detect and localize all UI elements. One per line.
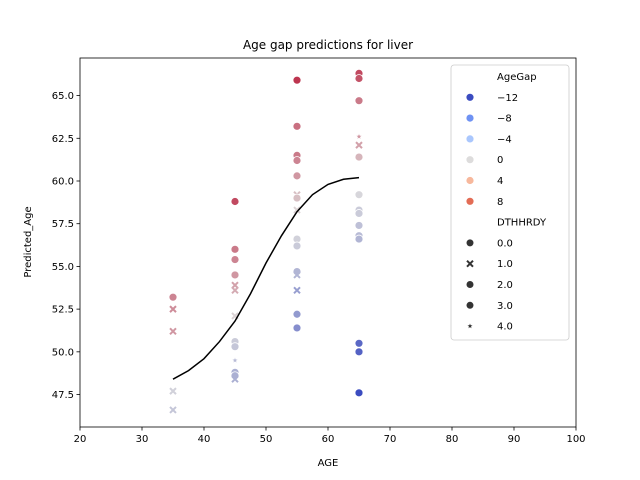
legend-hue-marker <box>465 113 475 123</box>
scatter-point <box>230 197 240 206</box>
scatter-point <box>169 305 177 313</box>
x-tick-label: 30 <box>136 434 149 445</box>
legend-style-marker <box>466 322 474 329</box>
legend-style-label: 3.0 <box>497 301 513 312</box>
scatter-point <box>292 193 302 203</box>
scatter-point <box>230 244 240 254</box>
legend-style-marker <box>466 281 474 288</box>
scatter-point <box>293 206 301 214</box>
legend-hue-label: 8 <box>497 197 503 208</box>
x-tick-label: 60 <box>322 434 335 445</box>
scatter-point <box>354 74 364 83</box>
x-tick-label: 90 <box>508 434 521 445</box>
legend-hue-marker <box>465 92 475 102</box>
scatter-point <box>355 133 363 140</box>
scatter-point <box>230 255 240 264</box>
scatter-point <box>354 152 364 162</box>
scatter-point <box>292 323 302 333</box>
legend-hue-marker <box>465 196 475 206</box>
legend-hue-label: −4 <box>497 134 512 145</box>
scatter-point <box>354 96 364 106</box>
legend-style-label: 0.0 <box>497 238 513 249</box>
x-tick-label: 70 <box>384 434 397 445</box>
scatter-point <box>230 270 240 280</box>
scatter-point <box>292 121 302 131</box>
scatter-point <box>169 387 177 395</box>
chart-title: Age gap predictions for liver <box>243 38 413 52</box>
scatter-point <box>354 234 364 244</box>
x-tick-label: 40 <box>198 434 211 445</box>
y-tick-label: 47.5 <box>52 390 74 401</box>
y-tick-label: 57.5 <box>52 219 74 230</box>
scatter-point <box>354 190 364 200</box>
scatter-point <box>292 309 302 319</box>
scatter-point <box>354 388 364 398</box>
y-tick-label: 62.5 <box>52 134 74 145</box>
scatter-point <box>292 156 302 165</box>
scatter-point <box>231 375 239 383</box>
legend-hue-label: 4 <box>497 176 503 187</box>
legend-hue-label: 0 <box>497 155 503 166</box>
scatter-point <box>293 271 301 279</box>
x-axis-label: AGE <box>318 458 339 469</box>
legend-hue-label: −12 <box>497 93 518 104</box>
x-tick-label: 80 <box>446 434 459 445</box>
trend-line <box>172 176 360 380</box>
data-marks <box>168 68 364 414</box>
y-tick-label: 52.5 <box>52 305 74 316</box>
scatter-point <box>354 338 364 348</box>
legend-hue-marker <box>465 176 475 185</box>
scatter-point <box>292 171 302 181</box>
legend-hue-marker <box>465 134 475 144</box>
y-axis-label: Predicted_Age <box>23 206 34 277</box>
y-tick-label: 55.0 <box>52 262 74 273</box>
x-tick-label: 20 <box>74 434 87 445</box>
scatter-point <box>355 141 363 149</box>
y-tick-label: 65.0 <box>52 91 74 102</box>
legend-hue-marker <box>465 155 475 165</box>
scatter-point <box>231 286 239 295</box>
legend-frame <box>450 64 570 341</box>
scatter-point <box>354 221 364 230</box>
x-tick-label: 100 <box>566 434 585 445</box>
legend-style-marker <box>466 239 474 247</box>
scatter-point <box>292 75 302 85</box>
legend-style-title: DTHHRDY <box>497 218 547 229</box>
scatter-point <box>168 292 178 302</box>
scatter-point <box>231 356 239 364</box>
legend-style-label: 2.0 <box>497 280 513 291</box>
legend-hue-label: −8 <box>497 114 512 125</box>
legend: AgeGap −12 −8 −4 0 4 8 DTHHRDY 0.0 1.0 2.0 3.0 4.0 <box>450 64 570 341</box>
legend-style-label: 1.0 <box>497 259 513 270</box>
scatter-point <box>354 209 364 218</box>
legend-style-marker <box>466 259 474 268</box>
legend-hue-title: AgeGap <box>497 72 537 83</box>
scatter-point <box>354 347 364 357</box>
legend-style-marker <box>466 301 474 309</box>
legend-style-label: 4.0 <box>497 322 513 333</box>
scatter-point <box>169 406 177 414</box>
x-tick-label: 50 <box>260 434 273 445</box>
scatter-point <box>292 241 302 251</box>
scatter-point <box>230 342 240 352</box>
scatter-point <box>169 327 177 336</box>
y-tick-label: 60.0 <box>52 177 74 188</box>
y-tick-label: 50.0 <box>52 347 74 358</box>
scatter-point <box>293 286 301 295</box>
axes: 20 30 40 50 60 70 80 90 10047.550.052.555.057.56… <box>52 57 586 445</box>
